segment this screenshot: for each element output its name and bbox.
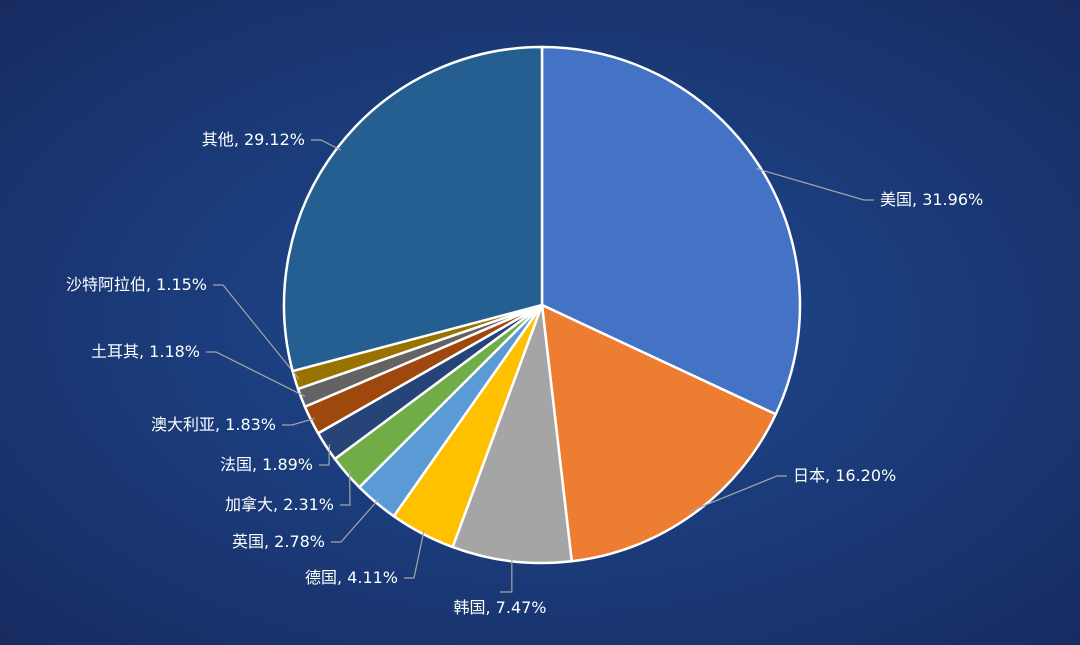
label-separator: ,	[486, 598, 496, 617]
value-label: 31.96%	[922, 190, 983, 209]
leader-line	[756, 168, 874, 201]
leader-line	[690, 475, 787, 512]
value-label: 4.11%	[347, 568, 398, 587]
category-label: 加拿大	[225, 495, 273, 514]
data-label: 日本, 16.20%	[793, 466, 896, 485]
category-label: 法国	[220, 455, 252, 474]
pie-slice	[540, 302, 778, 563]
category-label: 日本	[793, 466, 825, 485]
label-separator: ,	[215, 415, 225, 434]
value-label: 1.89%	[262, 455, 313, 474]
data-label: 加拿大, 2.31%	[225, 495, 334, 514]
data-label: 英国, 2.78%	[232, 532, 325, 551]
label-separator: ,	[273, 495, 283, 514]
data-label: 其他, 29.12%	[202, 130, 305, 149]
pie-slice	[540, 45, 802, 416]
category-label: 土耳其	[91, 342, 139, 361]
category-label: 韩国	[453, 598, 485, 617]
label-separator: ,	[146, 275, 156, 294]
data-label: 澳大利亚, 1.83%	[151, 415, 276, 434]
value-label: 1.18%	[149, 342, 200, 361]
category-label: 德国	[305, 568, 337, 587]
leader-line	[206, 351, 306, 397]
category-label: 沙特阿拉伯	[66, 275, 146, 294]
value-label: 16.20%	[835, 466, 896, 485]
value-label: 2.78%	[274, 532, 325, 551]
value-label: 29.12%	[244, 130, 305, 149]
value-label: 1.83%	[225, 415, 276, 434]
label-separator: ,	[825, 466, 835, 485]
category-label: 美国	[880, 190, 912, 209]
data-label: 韩国, 7.47%	[453, 598, 546, 617]
label-separator: ,	[337, 568, 347, 587]
data-label: 土耳其, 1.18%	[91, 342, 200, 361]
leader-line	[319, 444, 331, 466]
value-label: 1.15%	[156, 275, 207, 294]
pie-slice	[282, 45, 544, 373]
category-label: 澳大利亚	[151, 415, 215, 434]
value-label: 2.31%	[283, 495, 334, 514]
label-separator: ,	[912, 190, 922, 209]
value-label: 7.47%	[496, 598, 547, 617]
leader-line	[500, 557, 513, 593]
leader-line	[331, 498, 379, 543]
leader-line	[404, 529, 425, 579]
label-separator: ,	[252, 455, 262, 474]
leader-line	[282, 417, 315, 426]
label-separator: ,	[139, 342, 149, 361]
category-label: 其他	[202, 130, 234, 149]
label-separator: ,	[234, 130, 244, 149]
leader-line	[311, 139, 341, 151]
data-label: 美国, 31.96%	[880, 190, 983, 209]
data-label: 沙特阿拉伯, 1.15%	[66, 275, 207, 294]
label-separator: ,	[264, 532, 274, 551]
data-label: 法国, 1.89%	[220, 455, 313, 474]
leader-line	[213, 284, 300, 380]
data-label: 德国, 4.11%	[305, 568, 398, 587]
leader-line	[340, 470, 351, 506]
category-label: 英国	[232, 532, 264, 551]
